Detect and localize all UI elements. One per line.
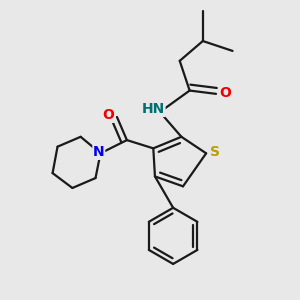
Text: S: S — [210, 145, 220, 159]
Text: O: O — [102, 108, 114, 122]
Text: HN: HN — [142, 102, 165, 116]
Text: N: N — [93, 145, 105, 159]
Text: O: O — [219, 86, 231, 100]
